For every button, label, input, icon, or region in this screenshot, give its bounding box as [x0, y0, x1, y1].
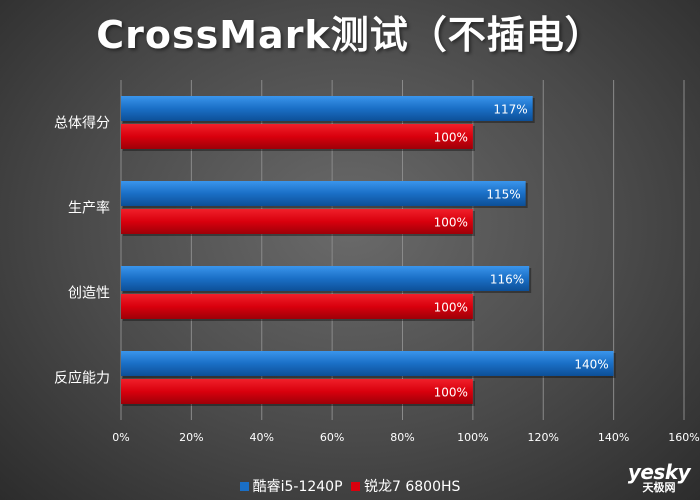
bar-1-0: [121, 181, 526, 206]
x-tick-label-1: 20%: [179, 431, 203, 444]
x-tick-label-3: 60%: [320, 431, 344, 444]
x-tick-label-5: 100%: [457, 431, 488, 444]
bar-2-0: [121, 266, 530, 291]
data-label-2-0: 116%: [490, 273, 524, 287]
bar-3-0: [121, 351, 614, 376]
legend-swatch-series-1: [239, 481, 249, 491]
yesky-watermark-logo: yesky 天极网: [626, 462, 692, 494]
category-label-2: 创造性: [68, 286, 110, 302]
category-label-3: 反应能力: [54, 370, 110, 387]
data-label-0-1: 100%: [434, 131, 468, 145]
chart-title: CrossMark测试（不插电）: [96, 13, 604, 57]
legend: 酷睿i5-1240P 锐龙7 6800HS: [0, 476, 700, 496]
legend-item-series-2: 锐龙7 6800HS: [350, 476, 461, 496]
legend-label-series-2: 锐龙7 6800HS: [363, 479, 461, 495]
bar-0-1: [121, 124, 473, 149]
data-label-2-1: 100%: [434, 301, 468, 315]
watermark-sub: 天极网: [642, 481, 676, 494]
bar-2-1: [121, 294, 473, 319]
category-label-0: 总体得分: [54, 115, 110, 132]
data-label-1-0: 115%: [486, 188, 520, 202]
data-label-1-1: 100%: [434, 216, 468, 230]
x-tick-label-8: 160%: [668, 431, 699, 444]
bar-0-0: [121, 96, 533, 121]
watermark-main: yesky: [627, 460, 691, 484]
bar-3-1: [121, 379, 473, 404]
data-label-0-0: 117%: [493, 103, 527, 117]
x-tick-label-7: 140%: [598, 431, 629, 444]
x-tick-label-2: 40%: [250, 431, 274, 444]
x-tick-label-4: 80%: [390, 431, 414, 444]
legend-swatch-series-2: [350, 481, 360, 491]
x-tick-label-6: 120%: [528, 431, 559, 444]
category-label-1: 生产率: [68, 200, 110, 217]
bar-1-1: [121, 209, 473, 234]
legend-item-series-1: 酷睿i5-1240P: [239, 476, 343, 496]
x-tick-label-0: 0%: [112, 431, 129, 444]
legend-label-series-1: 酷睿i5-1240P: [252, 479, 343, 495]
data-label-3-0: 140%: [574, 358, 608, 372]
data-label-3-1: 100%: [434, 386, 468, 400]
